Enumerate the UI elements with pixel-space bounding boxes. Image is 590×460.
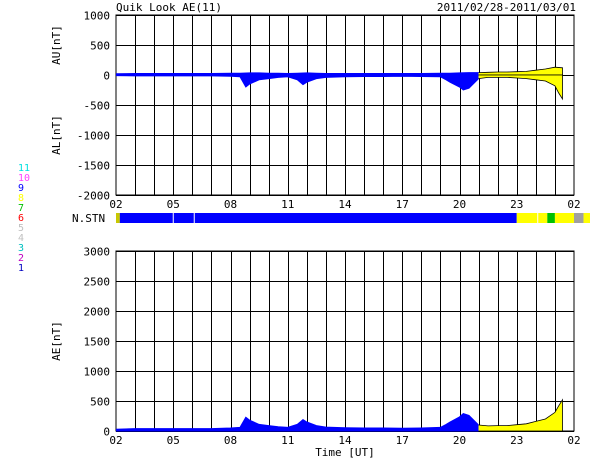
y-tick-label: 1000 <box>84 10 111 23</box>
series-au-area <box>116 72 479 76</box>
legend-entry: 11 <box>18 163 31 174</box>
y-tick-label: 1000 <box>84 366 111 379</box>
legend-entry: 4 <box>18 233 25 244</box>
y-tick-label: 0 <box>103 70 110 83</box>
au-axis-label: AU[nT] <box>50 25 63 65</box>
legend-entry: 5 <box>18 223 25 234</box>
x-tick-label: 11 <box>281 198 294 211</box>
ae-axis-label: AE[nT] <box>50 321 63 361</box>
series-ae-area <box>116 413 479 432</box>
date-range: 2011/02/28-2011/03/01 <box>436 1 576 14</box>
y-tick-label: 500 <box>90 396 110 409</box>
x-tick-label: 17 <box>396 434 409 447</box>
station-bar-segment <box>574 213 584 223</box>
x-tick-label: 11 <box>281 434 294 447</box>
station-bar-segment <box>554 213 574 223</box>
series-au-area-late <box>478 66 563 76</box>
y-tick-label: 2500 <box>84 276 111 289</box>
station-bar-segment <box>583 213 590 223</box>
x-tick-label: 23 <box>510 434 523 447</box>
x-tick-label: 20 <box>453 198 466 211</box>
x-tick-label: 14 <box>338 434 352 447</box>
y-tick-label: 2000 <box>84 306 111 319</box>
al-axis-label: AL[nT] <box>50 115 63 155</box>
x-tick-label: 08 <box>224 198 237 211</box>
y-tick-label: -1500 <box>77 160 110 173</box>
x-tick-label: 17 <box>396 198 409 211</box>
y-tick-label: -2000 <box>77 190 110 203</box>
y-tick-label: -500 <box>84 100 111 113</box>
legend-entry: 6 <box>18 213 25 224</box>
station-bar-label: N.STN <box>72 212 105 225</box>
x-tick-label: 08 <box>224 434 237 447</box>
station-bar: N.STN <box>72 212 590 225</box>
y-tick-label: 500 <box>90 40 110 53</box>
series-al-area-late <box>478 74 563 101</box>
x-tick-label: 02 <box>109 198 122 211</box>
y-tick-label: 3000 <box>84 246 111 259</box>
legend-entry: 3 <box>18 243 25 254</box>
legend-entry: 7 <box>18 203 25 214</box>
y-tick-label: -1000 <box>77 130 110 143</box>
x-tick-label: 02 <box>567 434 580 447</box>
series-al-area <box>116 74 479 91</box>
x-tick-label: 05 <box>167 198 180 211</box>
series-ae-area-late <box>478 398 563 432</box>
station-bar-segment <box>119 213 517 223</box>
y-tick-label: 1500 <box>84 336 111 349</box>
chart-title: Quik Look AE(11) <box>116 1 222 14</box>
station-bar-segment <box>516 213 548 223</box>
x-tick-label: 20 <box>453 434 466 447</box>
legend-entry: 8 <box>18 193 25 204</box>
legend-entry: 10 <box>18 173 31 184</box>
station-bar-segment <box>547 213 555 223</box>
x-tick-label: 05 <box>167 434 180 447</box>
station-bar-segment <box>116 213 120 223</box>
x-tick-label: 23 <box>510 198 523 211</box>
y-tick-label: 0 <box>103 426 110 439</box>
x-tick-label: 02 <box>567 198 580 211</box>
x-tick-label: 02 <box>109 434 122 447</box>
x-tick-label: 14 <box>338 198 352 211</box>
legend-entry: 1 <box>18 263 25 274</box>
x-axis-label: Time [UT] <box>315 446 375 459</box>
legend-entry: 9 <box>18 183 25 194</box>
station-legend: 11 10 9 8 7 6 5 4 3 2 1 <box>18 164 30 274</box>
legend-entry: 2 <box>18 253 25 264</box>
